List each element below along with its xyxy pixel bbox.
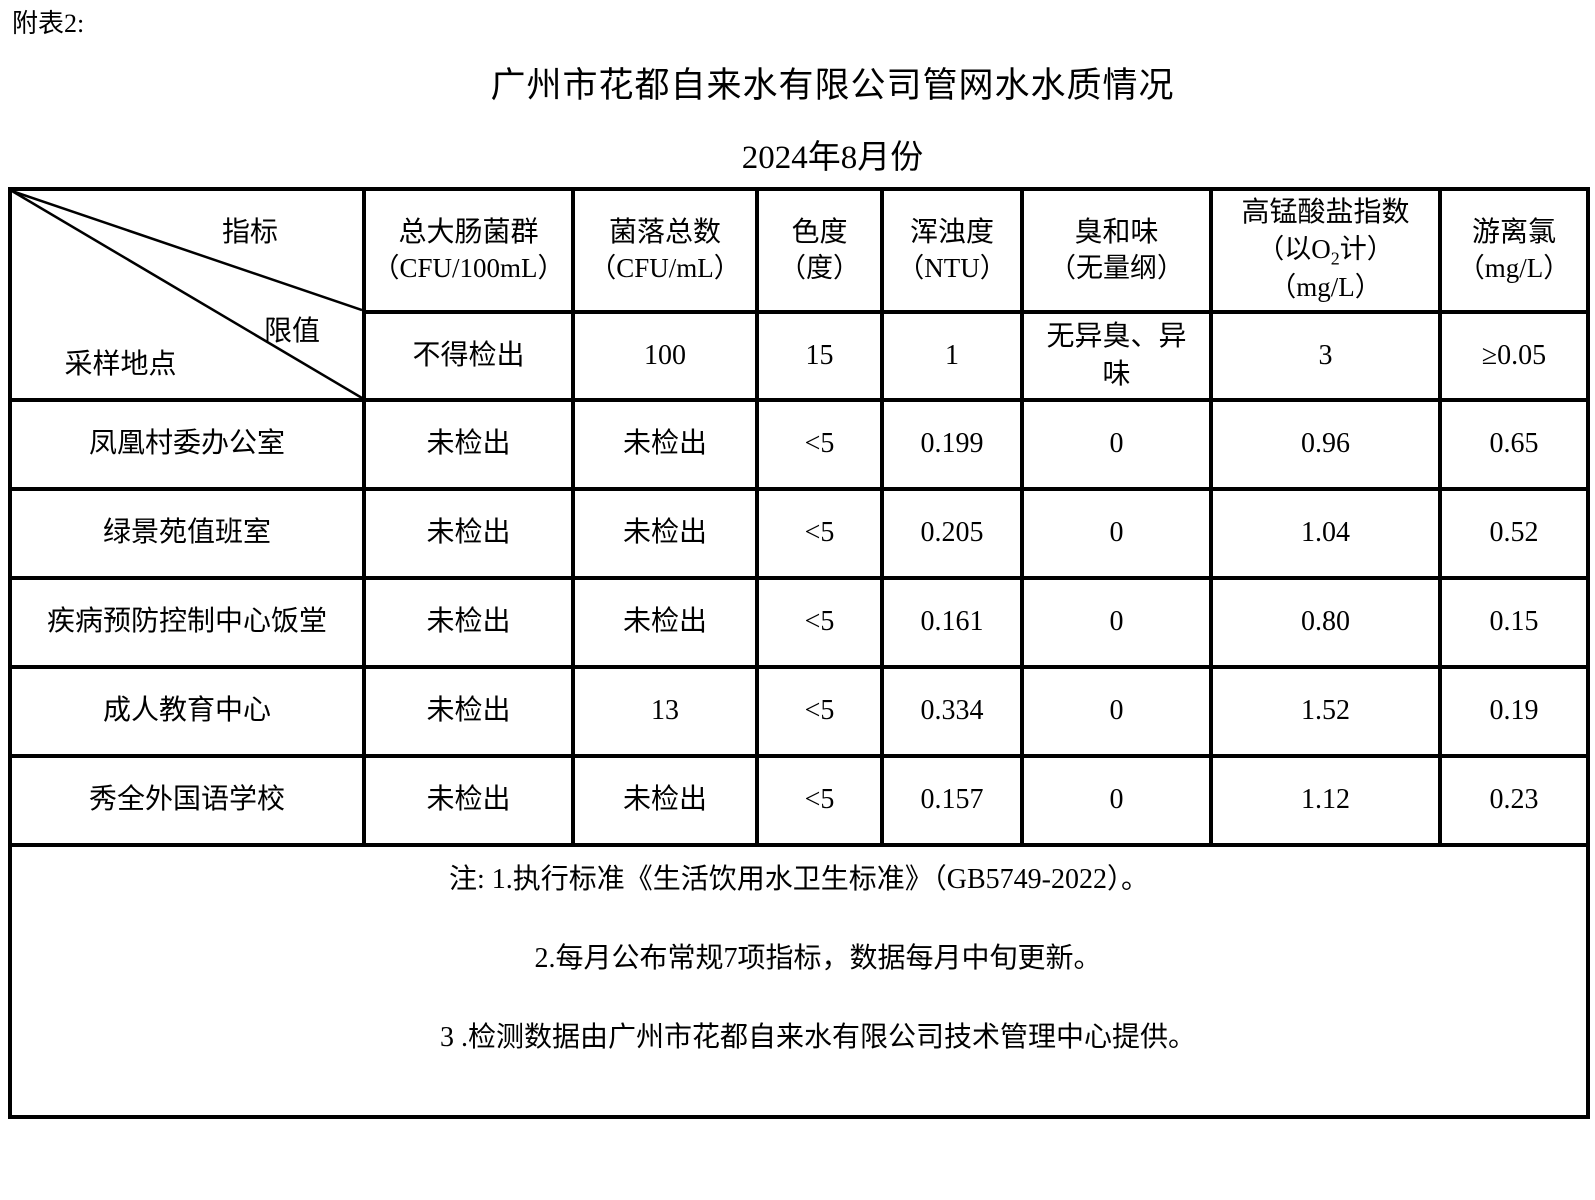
limit-cell: 15 [755,309,884,402]
limit-cell: 1 [880,309,1024,402]
data-cell: 0 [1020,753,1213,847]
row-location: 秀全外国语学校 [8,753,366,847]
data-cell: 0 [1020,397,1213,491]
limit-cell: 无异臭、异味 [1020,309,1213,402]
column-header-free-chlorine: 游离氯 （mg/L） [1438,186,1590,314]
note-2: 2.每月公布常规7项指标，数据每月中旬更新。 [534,943,1102,975]
column-unit: （无量纲） [1049,252,1184,283]
data-cell: 1.52 [1209,664,1442,758]
data-cell: <5 [755,575,884,669]
column-header-odor: 臭和味 （无量纲） [1020,186,1213,314]
column-unit: （mg/L） [1457,252,1571,283]
odor-limit-text: 无异臭、异味 [1046,320,1187,390]
data-cell: 1.12 [1209,753,1442,847]
data-cell: 0 [1020,486,1213,580]
data-cell: 未检出 [362,397,575,491]
data-cell: 0.80 [1209,575,1442,669]
data-cell: 0 [1020,664,1213,758]
column-header-chroma: 色度 （度） [755,186,884,314]
diagonal-lines [12,191,362,398]
note-3: 3 .检测数据由广州市花都自来水有限公司技术管理中心提供。 [439,1022,1196,1054]
data-cell: <5 [755,397,884,491]
corner-limit-label: 限值 [264,315,321,347]
row-location: 凤凰村委办公室 [8,397,366,491]
notes-cell: 注: 1.执行标准《生活饮用水卫生标准》（GB5749-2022）。 2.每月公… [8,842,1590,1119]
limit-cell: ≥0.05 [1438,309,1590,402]
table-row: 绿景苑值班室 未检出 未检出 <5 0.205 0 1.04 0.52 [8,486,1590,580]
data-cell: 未检出 [571,486,759,580]
column-header-colony-count: 菌落总数 （CFU/mL） [571,186,759,314]
data-cell: 未检出 [362,753,575,847]
column-unit: （NTU） [897,252,1007,283]
column-name: 游离氯 [1471,216,1556,248]
limit-row: 不得检出 100 15 1 无异臭、异味 3 ≥0.05 [10,309,1590,402]
column-name: 色度 [791,216,848,248]
column-header-permanganate-index: 高锰酸盐指数 （以O2计） （mg/L） [1209,186,1442,314]
data-cell: <5 [755,753,884,847]
data-cell: 未检出 [571,397,759,491]
data-cell: 0.334 [880,664,1024,758]
data-cell: 0 [1020,575,1213,669]
column-name: 高锰酸盐指数 [1241,197,1410,229]
page-title: 广州市花都自来水有限公司管网水水质情况 [490,66,1175,106]
data-cell: 0.52 [1438,486,1590,580]
data-cell: 0.161 [880,575,1024,669]
data-cell: 未检出 [362,664,575,758]
table-row: 疾病预防控制中心饭堂 未检出 未检出 <5 0.161 0 0.80 0.15 [8,575,1590,669]
data-cell: 0.96 [1209,397,1442,491]
row-location: 疾病预防控制中心饭堂 [8,575,366,669]
column-unit: （CFU/100mL） [372,252,565,283]
row-location: 绿景苑值班室 [8,486,366,580]
data-cell: 1.04 [1209,486,1442,580]
attachment-label: 附表2: [12,9,85,38]
data-cell: 未检出 [571,575,759,669]
data-cell: 0.23 [1438,753,1590,847]
data-cell: 0.65 [1438,397,1590,491]
data-cell: 未检出 [362,575,575,669]
limit-cell: 100 [571,309,759,402]
column-name: 总大肠菌群 [398,216,539,248]
column-unit: （CFU/mL） [589,252,741,283]
column-name: 浑浊度 [909,216,994,248]
table-row: 凤凰村委办公室 未检出 未检出 <5 0.199 0 0.96 0.65 [8,397,1590,491]
data-cell: 0.15 [1438,575,1590,669]
limit-cell: 不得检出 [362,309,575,402]
corner-indicator-label: 指标 [222,216,279,248]
row-location: 成人教育中心 [8,664,366,758]
data-cell: <5 [755,486,884,580]
corner-cell: 指标 限值 采样地点 [8,186,366,402]
column-unit-o2: （以O2计） [1257,233,1394,268]
limit-cell: 3 [1209,309,1442,402]
data-cell: 未检出 [571,753,759,847]
corner-location-label: 采样地点 [64,349,177,381]
notes-row: 注: 1.执行标准《生活饮用水卫生标准》（GB5749-2022）。 2.每月公… [8,842,1590,1119]
note-1: 注: 1.执行标准《生活饮用水卫生标准》（GB5749-2022）。 [448,864,1149,896]
column-name: 臭和味 [1074,216,1159,248]
data-cell: 0.199 [880,397,1024,491]
column-unit: （mg/L） [1269,272,1382,303]
column-unit: （度） [779,252,860,283]
column-header-total-coliform: 总大肠菌群 （CFU/100mL） [362,186,575,314]
table-row: 秀全外国语学校 未检出 未检出 <5 0.157 0 1.12 0.23 [8,753,1590,847]
data-cell: 0.157 [880,753,1024,847]
data-cell: 0.205 [880,486,1024,580]
page-subtitle: 2024年8月份 [741,140,924,177]
data-cell: <5 [755,664,884,758]
column-header-turbidity: 浑浊度 （NTU） [880,186,1024,314]
table-row: 成人教育中心 未检出 13 <5 0.334 0 1.52 0.19 [8,664,1590,758]
column-name: 菌落总数 [608,216,721,248]
data-cell: 13 [571,664,759,758]
data-cell: 0.19 [1438,664,1590,758]
water-quality-table: 指标 限值 采样地点 总大肠菌群 （CFU/100mL） 菌落总数 （CFU/m… [8,186,1590,1119]
data-cell: 未检出 [362,486,575,580]
